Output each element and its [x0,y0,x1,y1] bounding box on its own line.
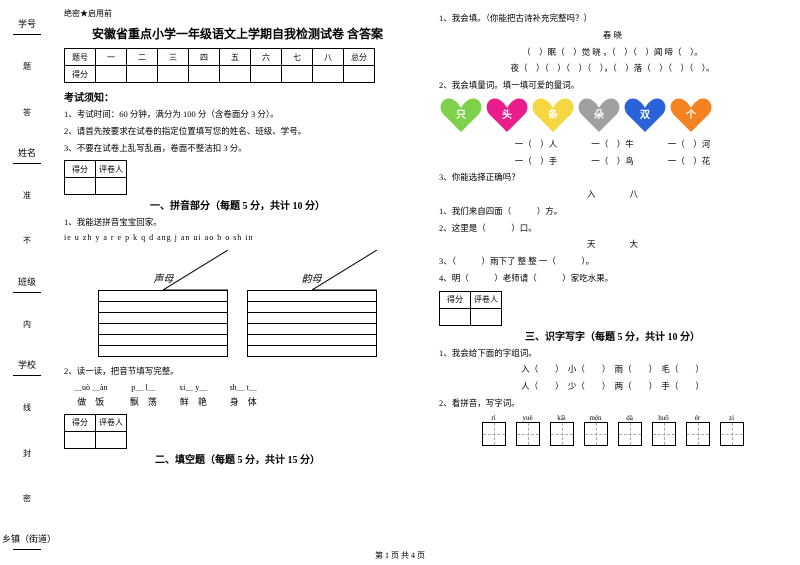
measure-line[interactable]: 一（ ）人 一（ ）牛 一（ ）河 [439,138,786,151]
heart-icon: 朵 [577,96,621,134]
fill-item[interactable]: xi＿ y＿鲜 艳 [179,382,207,408]
exam-title: 安徽省重点小学一年级语文上学期自我检测试卷 含答案 [64,25,411,42]
rq1: 1、我会填。（你能把古诗补充完整吗？） [439,12,786,25]
notice-title: 考试须知： [64,89,411,104]
write-boxes[interactable]: rìyuèkāiméndàhuǒérzi [439,414,786,448]
write-box[interactable]: mén [582,414,610,448]
s3q2: 2、看拼音，写字词。 [439,397,786,410]
right-column: 1、我会填。（你能把古诗补充完整吗？） 春 晓 （ ）眠（ ）觉 晓 ，（ ）（… [425,0,800,565]
pinyin-list: ie u zh y a r e p k q d ang j an ui ao b… [64,233,411,242]
q1: 1、我能送拼音宝宝回家。 [64,216,411,229]
section-2-title: 二、填空题（每题 5 分，共计 15 分） [64,451,411,466]
write-box[interactable]: huǒ [650,414,678,448]
write-box[interactable]: kāi [548,414,576,448]
binding-sidebar: 学号 题 答 姓名 准 不 班级 内 学校 线 封 密 乡镇（街道） [2,0,52,565]
word-line[interactable]: 入（ ） 小（ ） 雨（ ） 毛（ ） [439,363,786,376]
rq3c[interactable]: 3、（ ）雨下了 整 整 一（ ）。 [439,255,786,268]
poem-title: 春 晓 [439,29,786,42]
hearts-row: 只头条朵双个 [439,96,786,134]
notice-item: 1、考试时间：60 分钟，满分为 100 分（含卷面分 3 分）。 [64,108,411,121]
rq2: 2、我会填量词。填一填可爱的量词。 [439,79,786,92]
side-label: 姓名 [18,146,36,159]
marker-box: 得分评卷人 [439,291,502,326]
hint: 封 [23,448,31,459]
write-box[interactable]: dà [616,414,644,448]
write-box[interactable]: ér [684,414,712,448]
side-label: 乡镇（街道） [2,532,52,545]
fill-item[interactable]: p＿ l＿飘 荡 [130,382,157,408]
heart-icon: 头 [485,96,529,134]
poem-line[interactable]: 夜（ ）（ ）（ ）（ ），（ ）落（ ）（ ）（ ）。 [439,62,786,75]
choice-chars: 天 大 [439,238,786,251]
side-label: 班级 [18,275,36,288]
marker-box: 得分评卷人 [64,160,127,195]
score-table: 题号一二三四五六七八总分 得分 [64,48,375,83]
q2: 2、读一读，把音节填写完整。 [64,365,411,378]
hint: 线 [23,402,31,413]
choice-chars: 入 八 [439,188,786,201]
notice-item: 2、请首先按要求在试卷的指定位置填写您的姓名、班级、学号。 [64,125,411,138]
write-box[interactable]: rì [480,414,508,448]
hint: 不 [23,235,31,246]
house-yunmu: 韵母 [247,250,377,357]
side-label: 学号 [18,17,36,30]
heart-icon: 个 [669,96,713,134]
rq3b[interactable]: 2、这里是（ ）口。 [439,222,786,235]
rq3d[interactable]: 4、明（ ）老师请（ ）家吃水果。 [439,272,786,285]
house-shengmu: 声母 [98,250,228,357]
side-label: 学校 [18,358,36,371]
write-box[interactable]: zi [718,414,746,448]
left-column: 绝密★启用前 安徽省重点小学一年级语文上学期自我检测试卷 含答案 题号一二三四五… [50,0,425,565]
hint: 题 [23,61,31,72]
rq3a[interactable]: 1、我们来自四面（ ）方。 [439,205,786,218]
hint: 答 [23,107,31,118]
write-box[interactable]: yuè [514,414,542,448]
heart-icon: 双 [623,96,667,134]
fill-item[interactable]: sh＿ t＿身 体 [230,382,257,408]
measure-line[interactable]: 一（ ）手 一（ ）鸟 一（ ）花 [439,155,786,168]
hint: 密 [23,493,31,504]
fill-item[interactable]: ＿uò ＿àn做 饭 [74,382,108,408]
word-line[interactable]: 人（ ） 少（ ） 两（ ） 手（ ） [439,380,786,393]
marker-box: 得分评卷人 [64,414,127,449]
hint: 准 [23,190,31,201]
section-1-title: 一、拼音部分（每题 5 分，共计 10 分） [64,197,411,212]
heart-icon: 条 [531,96,575,134]
s3q1: 1、我会给下面的字组词。 [439,347,786,360]
heart-icon: 只 [439,96,483,134]
rq3: 3、你能选择正确吗？ [439,171,786,184]
section-3-title: 三、识字写字（每题 5 分，共计 10 分） [439,328,786,343]
poem-line[interactable]: （ ）眠（ ）觉 晓 ，（ ）（ ）闻 啼（ ）。 [439,46,786,59]
secret-label: 绝密★启用前 [64,8,411,19]
hint: 内 [23,319,31,330]
page-footer: 第 1 页 共 4 页 [0,550,800,561]
notice-item: 3、不要在试卷上乱写乱画，卷面不整洁扣 3 分。 [64,142,411,155]
